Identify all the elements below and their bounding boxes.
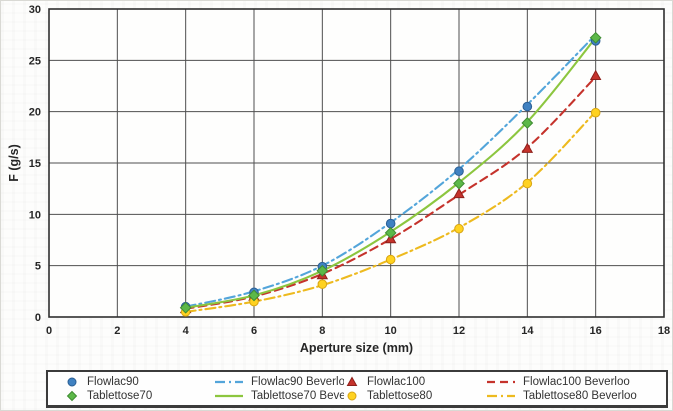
legend-line-swatch [215, 394, 243, 397]
marker-tablettose70 [384, 226, 397, 239]
y-tick-label: 30 [29, 4, 41, 16]
legend-line-swatch [487, 380, 515, 383]
legend-diamond-icon [66, 390, 78, 401]
legend-label: Tablettose80 Beverloo [523, 389, 637, 402]
legend-box: Flowlac90 Flowlac90 Beverloo Flowlac100 Flo… [46, 370, 668, 408]
legend-item-flowlac90: Flowlac90 [64, 376, 214, 388]
x-tick-label: 12 [453, 325, 465, 337]
x-tick-label: 2 [114, 325, 120, 337]
marker-flowlac90 [454, 166, 464, 177]
legend-marker-swatch [67, 377, 77, 386]
legend-marker-swatch [346, 375, 358, 386]
x-tick-label: 8 [319, 325, 325, 337]
legend-label: Tablettose80 [367, 389, 433, 402]
x-tick-label: 16 [590, 325, 602, 337]
marker-tablettose70 [179, 301, 192, 314]
marker-tablettose70 [316, 264, 329, 277]
y-tick-label: 20 [29, 107, 41, 119]
legend-triangle-icon [346, 375, 358, 386]
legend-label: Flowlac90 Beverloo [251, 375, 344, 388]
legend-line-swatch [215, 380, 243, 383]
legend-marker-swatch [66, 390, 78, 401]
x-tick-label: 4 [183, 325, 190, 337]
legend-item-tablettose80-beverloo: Tablettose80 Beverloo [486, 390, 664, 402]
x-tick-label: 6 [251, 325, 257, 337]
x-tick-label: 14 [521, 325, 534, 337]
x-axis-title: Aperture size (mm) [299, 341, 414, 355]
y-axis-title: F (g/s) [7, 144, 21, 182]
legend-circle-icon [67, 377, 77, 386]
marker-tablettose80 [454, 223, 464, 234]
marker-tablettose70 [589, 31, 602, 44]
legend-item-tablettose80: Tablettose80 [344, 390, 486, 402]
legend-label: Flowlac100 Beverloo [523, 375, 630, 388]
marker-flowlac90 [522, 101, 533, 112]
legend-label: Tablettose70 [87, 389, 153, 402]
plot-border [48, 8, 665, 318]
y-tick-label: 25 [29, 55, 41, 67]
x-tick-label: 10 [385, 325, 397, 337]
y-tick-label: 0 [35, 312, 41, 324]
marker-tablettose70 [521, 117, 534, 129]
y-tick-label: 5 [35, 261, 41, 273]
x-tick-label: 0 [46, 325, 52, 337]
marker-tablettose80 [385, 254, 396, 265]
marker-tablettose80 [317, 279, 328, 289]
marker-tablettose80 [522, 178, 533, 189]
legend-item-flowlac100: Flowlac100 [344, 376, 486, 388]
legend-item-flowlac100-beverloo: Flowlac100 Beverloo [486, 376, 664, 388]
legend-item-flowlac90-beverloo: Flowlac90 Beverloo [214, 376, 344, 388]
marker-flowlac100 [521, 142, 534, 153]
marker-tablettose80 [590, 107, 601, 118]
marker-tablettose70 [453, 177, 465, 190]
marker-flowlac100 [589, 69, 602, 81]
legend-label: Flowlac100 [367, 375, 426, 388]
plot-area: 0 5 10 15 20 25 30 0 2 4 6 8 10 12 14 16 18 [29, 4, 670, 337]
legend-item-tablettose70-beverloo: Tablettose70 Beverloo [214, 390, 344, 402]
marker-flowlac100 [453, 187, 465, 199]
y-tick-label: 15 [29, 158, 41, 170]
y-tick-label: 10 [29, 209, 41, 221]
legend-label: Tablettose70 Beverloo [251, 389, 344, 402]
legend-circle-icon [347, 391, 357, 400]
x-tick-label: 18 [658, 325, 670, 337]
legend-marker-swatch [347, 391, 357, 400]
legend-item-tablettose70: Tablettose70 [64, 390, 214, 402]
marker-tablettose70 [248, 289, 260, 302]
legend-label: Flowlac90 [87, 375, 139, 388]
legend-line-swatch [487, 394, 515, 397]
marker-flowlac90 [385, 218, 396, 229]
